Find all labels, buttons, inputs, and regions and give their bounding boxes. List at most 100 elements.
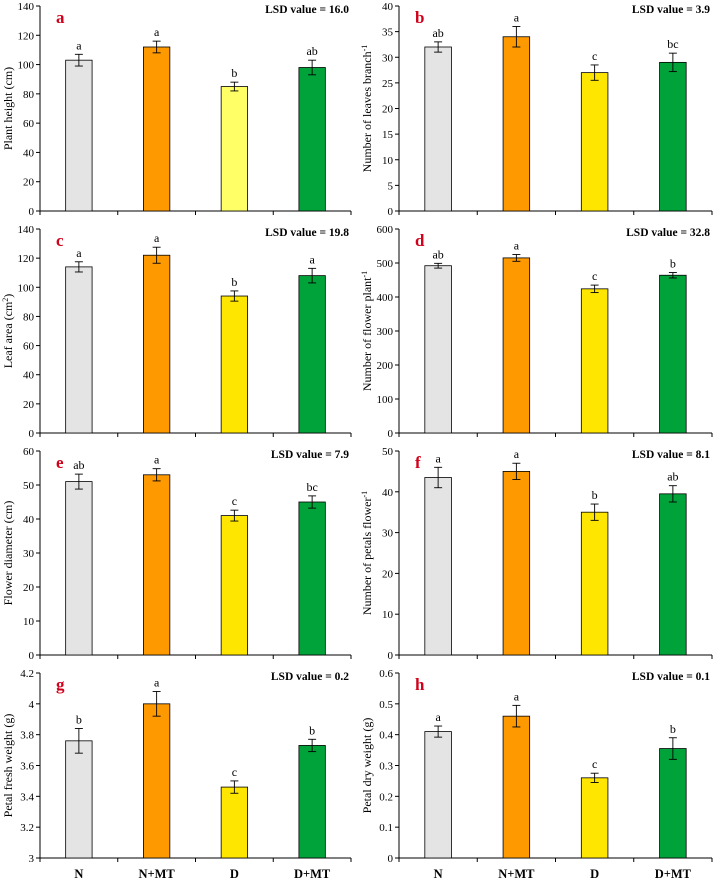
bar-n-plus-mt (502, 470, 531, 656)
bar-n (65, 59, 93, 212)
significance-letter: a (435, 451, 441, 465)
y-tick-label: 100 (18, 282, 35, 294)
error-bar (434, 725, 443, 738)
significance-letter: a (514, 239, 520, 253)
error-bar (74, 473, 83, 490)
bar-d (220, 515, 248, 656)
y-tick-label: 20 (382, 104, 394, 116)
y-tick-label: 400 (377, 292, 394, 304)
y-axis-title-main: Number of leaves branch (360, 51, 374, 172)
lsd-value: LSD value = 19.8 (265, 227, 349, 239)
panel-label: f (415, 453, 421, 472)
significance-letter: bc (306, 480, 317, 494)
y-tick-label: 40 (23, 147, 35, 159)
error-bar (74, 728, 83, 754)
y-tick-label: 0.3 (379, 761, 393, 773)
y-tick-label: 0 (388, 650, 394, 662)
lsd-value: LSD value = 32.8 (626, 227, 710, 239)
significance-letter: b (670, 722, 676, 736)
bar-n (65, 266, 93, 434)
y-tick-label: 40 (23, 514, 35, 526)
y-tick-label: 0 (29, 650, 35, 662)
significance-letter: bc (667, 37, 678, 51)
y-axis-title: Number of flower plant-1 (360, 271, 374, 391)
bar-d (220, 295, 248, 434)
lsd-value: LSD value = 0.2 (271, 671, 349, 683)
y-axis-title: Number of leaves branch-1 (360, 45, 374, 173)
y-tick-label: 140 (18, 1, 35, 13)
significance-letter: c (232, 765, 237, 779)
significance-letter: a (514, 447, 520, 461)
y-axis-title-main: Plant height (cm) (1, 67, 15, 150)
y-tick-label: 10 (23, 616, 35, 628)
y-tick-label: 40 (23, 370, 35, 382)
error-bar (668, 737, 677, 760)
significance-letter: c (592, 49, 597, 63)
x-category-label: N+MT (498, 867, 535, 880)
chart-panel-d: 0 100 200 300 400 500 600 ab a c b d LSD value = 32.… (360, 224, 713, 440)
y-axis-title-main: Number of petals flower (360, 498, 374, 616)
y-tick-label: 10 (382, 609, 394, 621)
y-tick-label: 300 (377, 326, 394, 338)
error-bar (230, 780, 239, 794)
error-bar (668, 272, 677, 279)
significance-letter: b (231, 66, 237, 80)
lsd-value: LSD value = 7.9 (271, 449, 349, 461)
y-axis-title-main: Petal dry weight (g) (360, 718, 374, 814)
bar-d-plus-mt (298, 501, 326, 656)
error-bar (308, 738, 317, 753)
error-bar (230, 290, 239, 302)
error-bar (590, 503, 599, 521)
bar-n (424, 477, 452, 656)
bar-n-plus-mt (143, 254, 171, 434)
panel-label: h (415, 675, 425, 694)
significance-letter: ab (432, 247, 443, 261)
error-bar (512, 462, 521, 481)
error-bar (152, 691, 161, 717)
error-bar (230, 509, 239, 522)
y-tick-label: 100 (377, 394, 394, 406)
error-bar (434, 466, 443, 489)
error-bar (152, 246, 161, 264)
bar-d (580, 288, 609, 434)
y-tick-label: 0.2 (379, 791, 393, 803)
y-tick-label: 80 (23, 89, 35, 101)
y-tick-label: 40 (382, 487, 394, 499)
y-tick-label: 30 (382, 52, 394, 64)
y-tick-label: 35 (382, 27, 394, 39)
y-axis-title: Leaf area (cm2) (1, 294, 15, 369)
y-tick-label: 3.2 (20, 822, 34, 834)
error-bar (512, 254, 521, 262)
y-tick-label: 3.6 (20, 761, 34, 773)
bar-n (424, 731, 452, 859)
y-axis-title: Plant height (cm) (1, 67, 15, 150)
significance-letter: a (514, 689, 520, 703)
chart-panel-g: 3 3.2 3.4 3.6 3.8 4 4.2 b Na N+MT c Db D+MT g LSD valu… (1, 668, 352, 880)
y-axis-title: Number of petals flower-1 (360, 491, 374, 615)
y-tick-label: 200 (377, 360, 394, 372)
y-tick-label: 0.6 (379, 668, 393, 680)
bar-n (424, 265, 452, 434)
significance-letter: a (154, 676, 160, 690)
y-tick-label: 25 (382, 78, 394, 90)
y-tick-label: 0 (29, 206, 35, 218)
y-tick-label: 0 (388, 853, 394, 865)
significance-letter: c (592, 757, 597, 771)
significance-letter: a (76, 38, 82, 52)
y-tick-label: 10 (382, 155, 394, 167)
panel-label: c (56, 231, 64, 250)
x-category-label: D (230, 867, 239, 880)
x-category-label: D+MT (294, 867, 331, 880)
y-axis-title: Petal dry weight (g) (360, 718, 374, 814)
chart-panel-e: 0 10 20 30 40 50 60 ab a c bc e LSD value = 7.9 Flowe… (1, 446, 352, 662)
y-tick-label: 15 (382, 129, 394, 141)
significance-letter: a (514, 11, 520, 25)
y-axis-title-superscript: -1 (360, 271, 369, 278)
bar-d (220, 786, 248, 859)
bar-d-plus-mt (298, 745, 326, 859)
lsd-value: LSD value = 3.9 (632, 4, 710, 16)
significance-letter: ab (432, 26, 443, 40)
error-bar (590, 772, 599, 783)
